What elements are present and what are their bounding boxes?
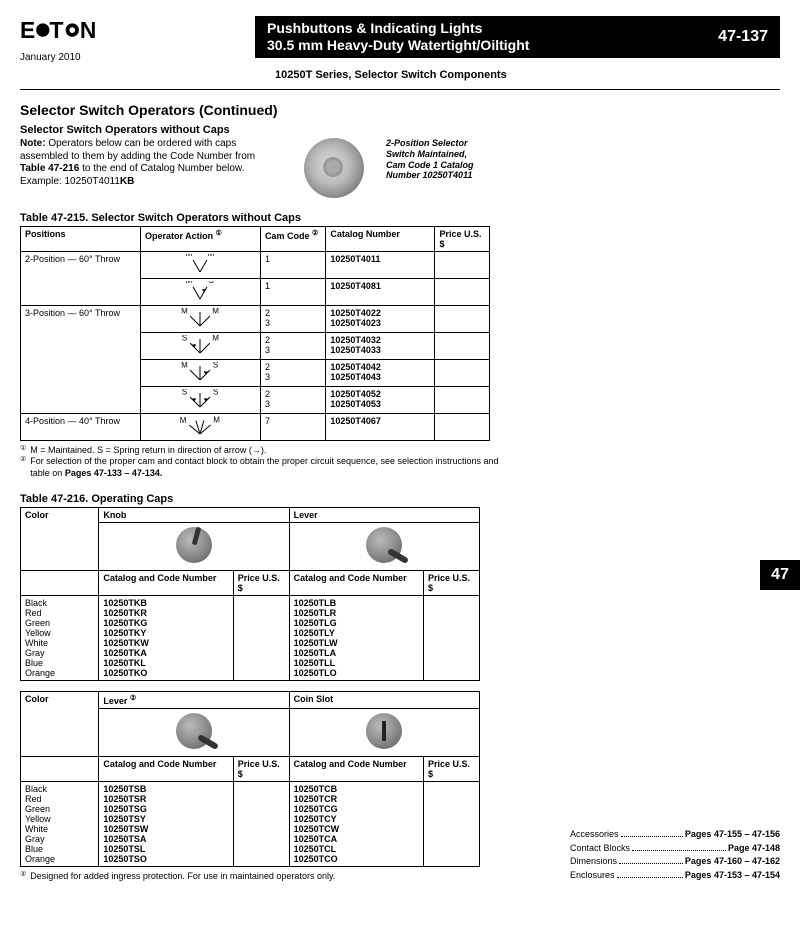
svg-text:M: M: [203, 416, 210, 418]
table-215-caption: Table 47-215. Selector Switch Operators …: [20, 212, 780, 224]
lever2-image: [169, 711, 219, 751]
svg-text:S: S: [209, 281, 214, 285]
svg-text:M: M: [208, 254, 215, 258]
side-tab: 47: [760, 560, 800, 590]
note-text: Note: Operators below can be ordered wit…: [20, 138, 280, 188]
table-216-caption: Table 47-216. Operating Caps: [20, 493, 780, 505]
svg-text:S: S: [182, 389, 187, 396]
product-photo: [304, 138, 364, 198]
svg-text:M: M: [180, 416, 187, 425]
svg-text:M: M: [197, 389, 204, 390]
svg-text:M: M: [197, 335, 204, 336]
publication-date: January 2010: [20, 52, 115, 63]
table-216b: Color Lever ② Coin Slot . Catalog and Co…: [20, 691, 480, 867]
svg-text:N: N: [80, 17, 96, 43]
series-subhead: 10250T Series, Selector Switch Component…: [275, 69, 780, 81]
svg-text:M: M: [186, 281, 193, 285]
svg-text:E: E: [20, 17, 35, 43]
table-215-footnotes: ① M = Maintained. S = Spring return in d…: [20, 445, 520, 479]
section-title: Selector Switch Operators (Continued): [20, 102, 780, 118]
svg-text:M: M: [197, 308, 204, 309]
svg-text:M: M: [182, 308, 189, 315]
lever-image: [359, 525, 409, 565]
svg-text:M: M: [186, 254, 193, 258]
table-215: Positions Operator Action ① Cam Code ② C…: [20, 226, 490, 441]
svg-text:S: S: [213, 362, 218, 369]
svg-text:M: M: [213, 335, 220, 342]
title-block: Pushbuttons & Indicating Lights 30.5 mm …: [255, 16, 780, 58]
svg-text:S: S: [182, 335, 187, 342]
product-caption: 2-Position Selector Switch Maintained, C…: [386, 138, 486, 181]
cross-references: AccessoriesPages 47-155 – 47-156Contact …: [570, 828, 780, 882]
svg-text:M: M: [182, 362, 189, 369]
knob-image: [169, 525, 219, 565]
sub-title: Selector Switch Operators without Caps: [20, 124, 780, 136]
coin-slot-image: [359, 711, 409, 751]
svg-text:M: M: [197, 362, 204, 363]
svg-text:T: T: [49, 17, 63, 43]
divider: [20, 89, 780, 90]
svg-text:S: S: [213, 389, 218, 396]
svg-text:M: M: [213, 308, 220, 315]
title-line-2: 30.5 mm Heavy-Duty Watertight/Oiltight: [267, 37, 529, 54]
svg-text:M: M: [191, 416, 198, 418]
title-line-1: Pushbuttons & Indicating Lights: [267, 20, 529, 37]
table-216-footnote: ② Designed for added ingress protection.…: [20, 871, 520, 882]
svg-text:M: M: [214, 416, 221, 425]
table-216a: Color Knob Lever . Catalog and Code Numb…: [20, 507, 480, 681]
page-number: 47-137: [718, 28, 768, 46]
eaton-logo: ETN: [20, 16, 115, 46]
